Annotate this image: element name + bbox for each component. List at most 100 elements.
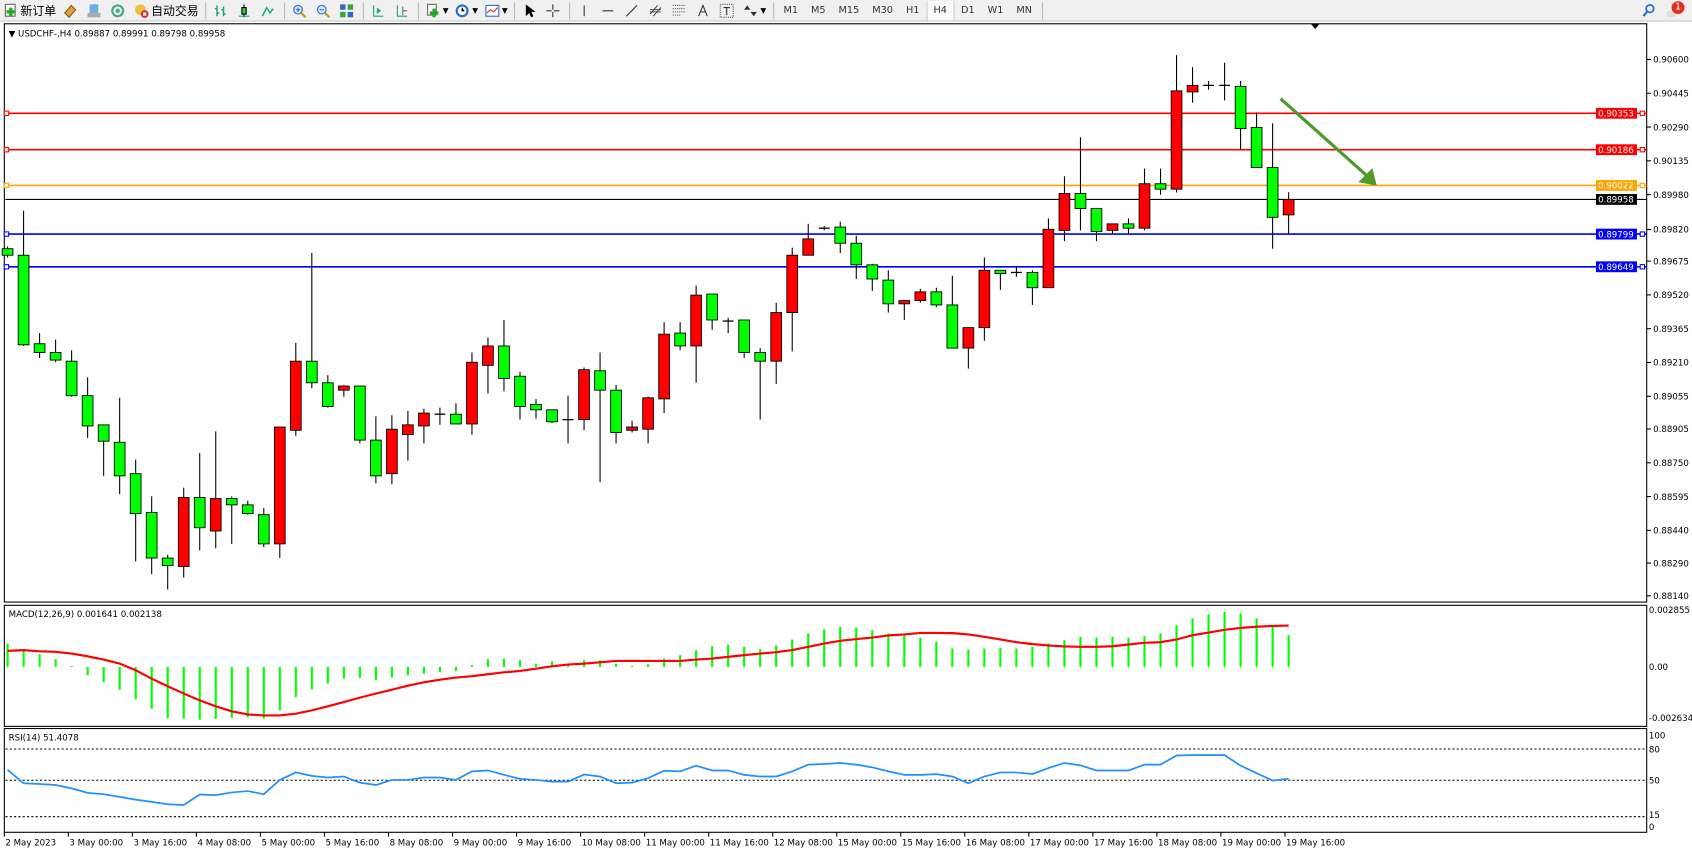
candle-body	[145, 512, 158, 559]
candle	[305, 253, 318, 389]
price-tick-label: 0.88140	[1653, 592, 1689, 602]
candle	[65, 350, 78, 397]
horizontal-line-button[interactable]	[597, 1, 621, 20]
arrows-button[interactable]: ▼	[740, 1, 770, 20]
candle-body	[498, 345, 510, 379]
new-order-button[interactable]: 新订单	[0, 1, 59, 20]
level-price-badge	[1595, 144, 1637, 156]
candle	[530, 398, 542, 419]
zoom-out-button[interactable]	[312, 1, 336, 20]
new-order-icon	[4, 3, 16, 17]
data-window-button[interactable]	[83, 1, 107, 20]
candle-body	[482, 345, 494, 366]
trend-arrow[interactable]	[1279, 97, 1377, 186]
price-tick-label: 0.88595	[1653, 493, 1689, 503]
chevron-down-icon: ▼	[472, 5, 479, 15]
timeframe-d1[interactable]: D1	[961, 4, 975, 16]
bar-chart-icon	[214, 4, 226, 16]
level-handle-left[interactable]	[3, 182, 10, 189]
equidistant-channel-button[interactable]	[645, 1, 669, 20]
candle-body	[289, 360, 302, 431]
level-handle-left[interactable]	[3, 231, 10, 237]
level-handle-left[interactable]	[3, 147, 10, 153]
chart-shift-marker-icon[interactable]	[1310, 23, 1320, 30]
candle	[754, 348, 767, 420]
signals-button[interactable]	[107, 1, 131, 20]
auto-scroll-icon	[373, 4, 384, 17]
timeframe-w1[interactable]: W1	[987, 4, 1004, 16]
candle-body	[514, 375, 526, 407]
periods-button[interactable]: ▼	[452, 1, 482, 20]
notification-button[interactable]: 1	[1662, 0, 1692, 20]
time-label: 4 May 08:00	[197, 838, 251, 848]
candle-body	[1042, 228, 1055, 289]
main-pane-frame	[3, 23, 1648, 603]
candle	[914, 288, 927, 303]
chart-shift-button[interactable]	[391, 1, 415, 20]
timeframe-h4[interactable]: H4	[925, 0, 955, 20]
tile-windows-button[interactable]	[336, 1, 360, 20]
level-price-badge	[1595, 261, 1637, 273]
time-label: 19 May 16:00	[1286, 838, 1345, 848]
toolbar-separator	[362, 1, 364, 19]
time-label: 19 May 00:00	[1222, 838, 1281, 848]
candle-body	[1154, 183, 1167, 190]
bar-chart-button[interactable]	[209, 1, 233, 20]
level-handle-right[interactable]	[1639, 182, 1646, 189]
candlestick-button[interactable]	[233, 1, 257, 20]
candle	[674, 322, 686, 351]
timeframe-m15[interactable]: M15	[838, 4, 860, 16]
candle-body	[97, 424, 110, 442]
toolbar-separator	[1041, 1, 1043, 19]
market-watch-button[interactable]	[59, 1, 83, 20]
toolbar: 新订单 自动交易 ▼ ▼ ▼ ▼	[0, 0, 1692, 22]
vertical-line-button[interactable]	[574, 1, 598, 20]
level-handle-right[interactable]	[1639, 264, 1646, 270]
level-price-badge	[1595, 228, 1637, 240]
candle-body	[81, 395, 94, 427]
level-handle-right[interactable]	[1639, 231, 1646, 237]
horizontal-levels: 0.90353 0.90186 0.90022 0.89958 0.89799 0.896…	[3, 107, 1647, 273]
timeframe-m5[interactable]: M5	[810, 4, 826, 16]
candle	[562, 395, 574, 444]
indicators-button[interactable]: ▼	[422, 1, 452, 20]
horizontal-line-icon	[602, 9, 614, 11]
candle	[978, 257, 991, 341]
macd-title: MACD(12,26,9) 0.001641 0.002138	[9, 610, 162, 620]
candle-body	[658, 333, 670, 400]
line-chart-button[interactable]	[257, 1, 281, 20]
chevron-down-icon: ▼	[501, 5, 508, 15]
candle	[850, 235, 863, 279]
candle	[177, 487, 190, 578]
search-button[interactable]	[1638, 1, 1662, 20]
zoom-in-button[interactable]	[288, 1, 312, 20]
auto-trading-button[interactable]: 自动交易	[131, 1, 202, 20]
auto-scroll-button[interactable]	[367, 1, 391, 20]
timeframe-mn[interactable]: MN	[1016, 4, 1033, 16]
crosshair-button[interactable]	[542, 1, 566, 20]
periods-icon	[456, 3, 470, 17]
timeframe-h1[interactable]: H1	[905, 4, 920, 16]
trendline-button[interactable]	[621, 1, 645, 20]
candle-body	[706, 293, 718, 321]
templates-button[interactable]: ▼	[481, 1, 511, 20]
rsi-axis-label: 100	[1649, 731, 1665, 741]
cursor-button[interactable]	[518, 1, 542, 20]
candle	[354, 385, 366, 444]
candle	[370, 416, 382, 484]
level-handle-right[interactable]	[1639, 110, 1646, 117]
level-handle-left[interactable]	[3, 110, 10, 117]
fibonacci-button[interactable]	[669, 1, 693, 20]
candle	[482, 337, 494, 394]
timeframe-m30[interactable]: M30	[872, 4, 893, 16]
chart-window[interactable]: 0.90600 0.90445 0.90290 0.90135 0.89980 0.898…	[0, 21, 1692, 855]
text-label-button[interactable]	[716, 1, 740, 20]
timeframe-m1[interactable]: M1	[783, 4, 799, 16]
text-button[interactable]	[692, 1, 716, 20]
candle-body	[273, 426, 286, 545]
level-handle-left[interactable]	[3, 264, 10, 270]
text-icon	[698, 3, 708, 16]
candle	[514, 371, 526, 420]
candle	[321, 375, 334, 408]
level-handle-right[interactable]	[1639, 147, 1646, 153]
